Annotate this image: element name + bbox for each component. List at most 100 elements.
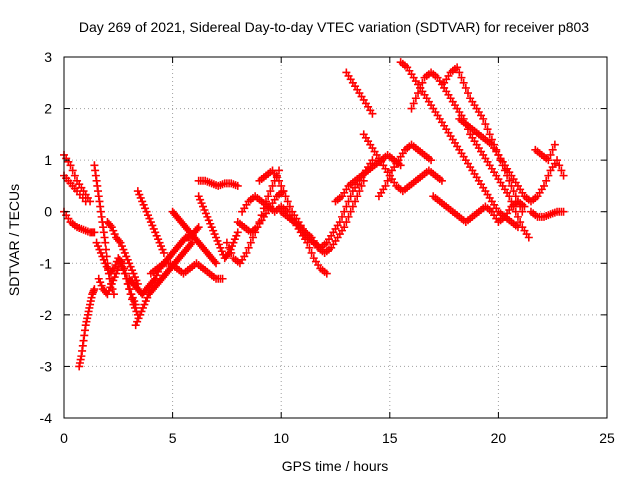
y-axis-label: SDTVAR / TECUs [6,184,22,296]
series-track-11 [133,187,168,257]
data-point [128,295,137,304]
data-point [457,73,466,82]
data-point [518,207,527,216]
data-point [149,276,158,285]
data-point [218,274,227,283]
data-point [481,120,490,129]
data-point [268,181,277,190]
data-point [546,150,555,159]
data-point [281,192,290,201]
series-track-26 [407,68,533,242]
data-point [279,187,288,196]
series-track-30 [526,207,568,221]
y-tick-label: 3 [44,49,52,65]
x-tick-label: 25 [599,430,615,446]
data-point [81,197,90,206]
y-tick-label: -3 [40,358,53,374]
series-track-15 [194,192,242,263]
data-point [120,269,129,278]
data-point [383,176,392,185]
data-point [411,94,420,103]
data-point [223,250,232,259]
data-point [90,285,99,294]
series-track-21 [331,150,405,206]
data-point [407,104,416,113]
data-point [125,285,134,294]
series-track-13 [168,207,221,268]
data-point [559,207,568,216]
series-track-8 [103,218,142,288]
plot-frame [63,56,608,419]
data-point [115,236,124,245]
series-track-24 [374,140,436,201]
y-tick-label: -2 [40,307,53,323]
axis-ticks: 0 5 10 15 20 25 -4 -3 -2 -1 0 1 2 3 [40,49,615,446]
data-point [248,233,257,242]
data-point [509,187,518,196]
data-point [346,192,355,201]
data-point [264,192,273,201]
data-point [396,161,405,170]
data-point [385,171,394,180]
series-track-22 [342,68,377,118]
data-point [463,89,472,98]
data-point [194,223,203,232]
data-point [368,156,377,165]
data-point [418,78,427,87]
data-point [90,228,99,237]
data-point [285,202,294,211]
data-point [453,63,462,72]
data-point [322,269,331,278]
data-point [368,109,377,118]
series-track-27 [440,63,527,216]
y-tick-label: -1 [40,255,53,271]
data-point [275,176,284,185]
data-point [505,176,514,185]
series-track-23 [359,130,446,196]
series-track-18 [238,192,331,278]
data-point [461,83,470,92]
series-track-1 [60,150,95,206]
data-point [212,259,221,268]
data-point [344,197,353,206]
data-point [479,114,488,123]
data-point [548,145,557,154]
data-point [233,228,242,237]
data-point [553,156,562,165]
data-point [242,248,251,257]
series-track-28 [455,114,568,206]
series-track-12 [146,259,227,283]
x-tick-label: 0 [60,430,68,446]
data-point [101,238,110,247]
data-point [68,166,77,175]
series-track-3 [60,171,90,206]
data-point [335,218,344,227]
x-tick-label: 5 [169,430,177,446]
x-tick-label: 20 [491,430,507,446]
data-point [516,218,525,227]
data-point [427,156,436,165]
series-track-14 [194,176,242,190]
data-point [246,238,255,247]
data-point [357,181,366,190]
y-tick-label: 1 [44,152,52,168]
data-point [416,83,425,92]
data-point [225,243,234,252]
x-axis-label: GPS time / hours [282,458,389,474]
data-point [227,248,236,257]
data-point [277,181,286,190]
y-tick-label: 2 [44,101,52,117]
data-point [283,197,292,206]
data-point [455,68,464,77]
data-point [340,207,349,216]
series-track-5 [90,161,118,299]
data-point [126,290,135,299]
series-track-2 [60,207,99,237]
series-track-31 [531,140,559,165]
data-point [459,78,468,87]
y-tick-label: 0 [44,204,52,220]
data-point [414,89,423,98]
data-point [513,212,522,221]
data-point [485,130,494,139]
